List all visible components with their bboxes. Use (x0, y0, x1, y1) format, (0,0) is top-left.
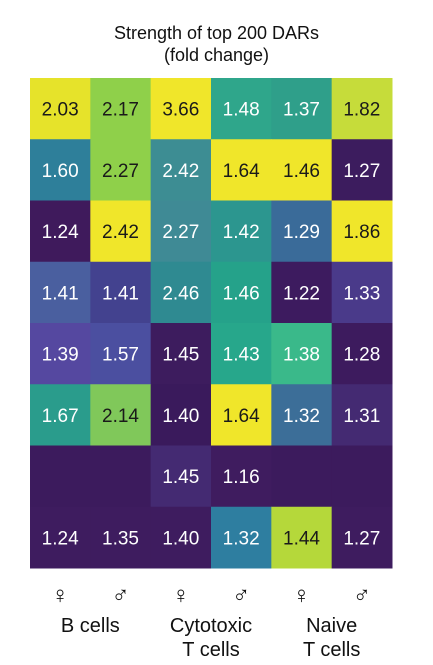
heatmap-cell-r6-c6 (331, 384, 393, 446)
heatmap-cell-r8-c6 (331, 506, 393, 569)
cell-value-label-r5-c3: 1.45 (162, 345, 199, 366)
cell-value-label-r6-c4: 1.64 (223, 406, 260, 427)
heatmap-cell-r7-c1 (30, 445, 91, 508)
heatmap-cell-r1-c6 (331, 78, 393, 140)
cell-value-label-r7-c3: 1.45 (162, 467, 199, 488)
cell-value-label-r2-c5: 1.46 (283, 161, 320, 182)
heatmap-cell-r1-c5 (271, 78, 333, 140)
cell-value-label-r3-c1: 1.24 (42, 222, 79, 243)
heatmap-cell-r1-c4 (211, 78, 272, 140)
cell-value-label-r7-c4: 1.16 (223, 467, 260, 488)
chart-title-line-2: (fold change) (163, 45, 270, 65)
heatmap-cell-r1-c1 (30, 78, 91, 140)
heatmap-cell-r5-c3 (150, 323, 212, 385)
heatmap-cell-r6-c3 (150, 384, 212, 446)
heatmap-cell-r5-c6 (331, 323, 393, 385)
cell-value-label-r5-c6: 1.28 (343, 345, 380, 366)
cell-value-label-r4-c5: 1.22 (283, 283, 320, 304)
heatmap-cell-r2-c4 (211, 139, 272, 201)
cell-value-label-r4-c3: 2.46 (162, 283, 199, 304)
cell-value-label-r2-c2: 2.27 (102, 161, 139, 182)
heatmap-cell-r7-c4 (211, 445, 272, 508)
cell-value-label-r4-c1: 1.41 (42, 283, 79, 304)
heatmap-cell-r7-c2 (90, 445, 152, 508)
heatmap-cell-r4-c2 (90, 261, 152, 324)
cell-value-label-r8-c2: 1.35 (102, 528, 139, 549)
cell-value-label-r8-c1: 1.24 (42, 528, 79, 549)
heatmap-cell-r7-c3 (150, 445, 212, 508)
cell-value-label-r1-c2: 2.17 (102, 100, 139, 121)
heatmap-cell-r6-c1 (30, 384, 91, 446)
heatmap-cell-r5-c1 (30, 323, 91, 385)
heatmap-cell-r4-c1 (30, 261, 91, 324)
cell-value-label-r8-c3: 1.40 (162, 528, 199, 549)
heatmap-cell-r3-c4 (211, 200, 272, 263)
cell-value-label-r6-c6: 1.31 (343, 406, 380, 427)
cell-value-label-r4-c4: 1.46 (223, 283, 260, 304)
heatmap-cell-r3-c5 (271, 200, 333, 263)
heatmap-cell-r8-c1 (30, 506, 91, 569)
cell-value-label-r6-c2: 2.14 (102, 406, 139, 427)
cell-value-label-r4-c2: 1.41 (102, 283, 139, 304)
cell-value-label-r5-c1: 1.39 (42, 345, 79, 366)
cell-value-label-r1-c6: 1.82 (343, 100, 380, 121)
heatmap-cell-r4-c4 (211, 261, 272, 324)
cell-value-label-r1-c5: 1.37 (283, 100, 320, 121)
cell-value-label-r5-c2: 1.57 (102, 345, 139, 366)
cell-value-label-r5-c4: 1.43 (223, 345, 260, 366)
heatmap-cell-r2-c5 (271, 139, 333, 201)
heatmap-cell-r8-c3 (150, 506, 212, 569)
cell-value-label-r3-c2: 2.42 (102, 222, 139, 243)
cell-value-label-r3-c3: 2.27 (162, 222, 199, 243)
chart-title-line-1: Strength of top 200 DARs (113, 23, 320, 43)
heatmap-cell-r4-c6 (331, 261, 393, 324)
cell-value-label-r3-c4: 1.42 (223, 222, 260, 243)
heatmap-cell-r2-c3 (150, 139, 212, 201)
heatmap-cell-r6-c2 (90, 384, 152, 446)
cell-value-label-r2-c4: 1.64 (223, 161, 260, 182)
heatmap-value-labels: 2.03 2.17 3.66 1.48 1.37 1.82 1.60 2.27 2.42 1.64… (42, 100, 381, 550)
cell-value-label-r8-c6: 1.27 (343, 528, 380, 549)
heatmap-cell-r3-c3 (150, 200, 212, 263)
cell-value-label-r6-c5: 1.32 (283, 406, 320, 427)
heatmap-cell-r4-c3 (150, 261, 212, 324)
cell-value-label-r1-c1: 2.03 (42, 100, 79, 121)
heatmap-cell-r3-c1 (30, 200, 91, 263)
cell-value-label-r2-c6: 1.27 (343, 161, 380, 182)
heatmap-cell-r2-c2 (90, 139, 152, 201)
cell-value-label-r8-c5: 1.44 (283, 528, 320, 549)
heatmap-cell-r4-c5 (271, 261, 333, 324)
cell-value-label-r5-c5: 1.38 (283, 345, 320, 366)
heatmap-cell-r8-c2 (90, 506, 152, 569)
cell-value-label-r6-c1: 1.67 (42, 406, 79, 427)
heatmap-cell-r3-c6 (331, 200, 393, 263)
heatmap-cell-r5-c2 (90, 323, 152, 385)
chart-title: Strength of top 200 DARs (fold change) (0, 22, 433, 66)
cell-value-label-r3-c5: 1.29 (283, 222, 320, 243)
heatmap-cell-r5-c4 (211, 323, 272, 385)
cell-value-label-r1-c4: 1.48 (223, 100, 260, 121)
cell-value-label-r2-c3: 2.42 (162, 161, 199, 182)
heatmap-cell-r1-c2 (90, 78, 152, 140)
heatmap-cell-r7-c6 (331, 445, 393, 508)
heatmap-cell-r8-c4 (211, 506, 272, 569)
heatmap-cell-r1-c3 (150, 78, 212, 140)
heatmap-cells (30, 78, 393, 569)
cell-value-label-r8-c4: 1.32 (223, 528, 260, 549)
heatmap-cell-r2-c6 (331, 139, 393, 201)
cell-value-label-r3-c6: 1.86 (343, 222, 380, 243)
heatmap-cell-r2-c1 (30, 139, 91, 201)
heatmap-cell-r6-c5 (271, 384, 333, 446)
heatmap-cell-r8-c5 (271, 506, 333, 569)
heatmap-cell-r3-c2 (90, 200, 152, 263)
cell-value-label-r4-c6: 1.33 (343, 283, 380, 304)
heatmap-cell-r5-c5 (271, 323, 333, 385)
heatmap-cell-r7-c5 (271, 445, 333, 508)
cell-value-label-r2-c1: 1.60 (42, 161, 79, 182)
heatmap-cell-r6-c4 (211, 384, 272, 446)
cell-value-label-r1-c3: 3.66 (162, 100, 199, 121)
cell-value-label-r6-c3: 1.40 (162, 406, 199, 427)
